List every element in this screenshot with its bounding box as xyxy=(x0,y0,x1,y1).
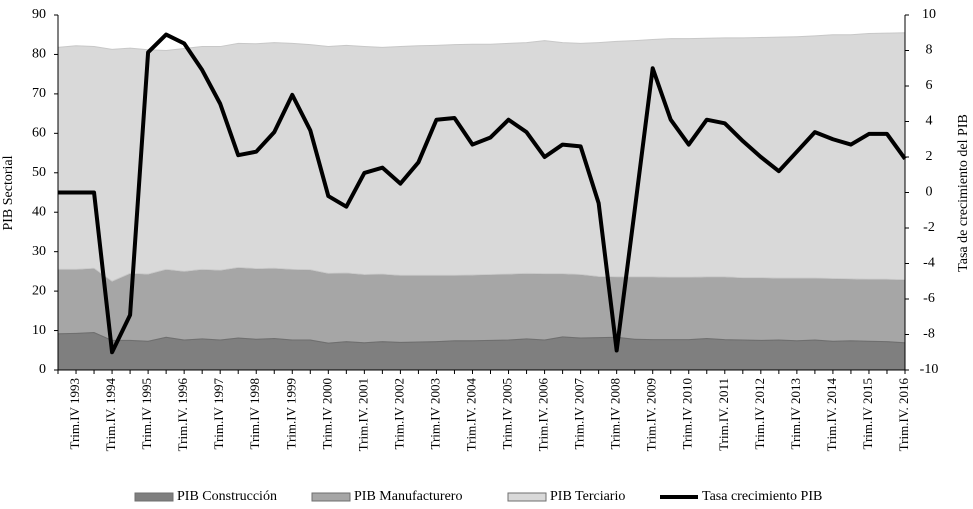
x-tick-label: Trim.IV 2008 xyxy=(608,378,623,450)
x-tick-label: Trim.IV 2015 xyxy=(860,378,875,450)
y2-tick-label: 0 xyxy=(926,185,933,200)
y-tick-label: 50 xyxy=(32,165,46,180)
x-tick-label: Trim.IV. 2009 xyxy=(644,378,659,451)
x-tick-label: Trim.IV 1998 xyxy=(247,378,262,450)
y2-axis-label: Tasa de crecimiento del PIB xyxy=(956,114,971,272)
x-tick-label: Trim.IV 2013 xyxy=(788,378,803,450)
x-tick-label: Trim.IV. 2014 xyxy=(824,378,839,452)
legend-swatch xyxy=(311,492,351,502)
y2-tick-label: 10 xyxy=(922,7,936,22)
x-tick-label: Trim.IV. 2011 xyxy=(716,378,731,451)
legend-label: PIB Construcción xyxy=(177,489,277,504)
x-tick-label: Trim.IV 2007 xyxy=(572,378,587,450)
x-tick-label: Trim.IV 2005 xyxy=(500,378,515,450)
area xyxy=(57,266,906,344)
y2-tick-label: -4 xyxy=(923,256,935,271)
y-tick-label: 90 xyxy=(32,7,46,22)
y2-tick-label: -6 xyxy=(923,291,935,306)
y2-tick-label: -8 xyxy=(923,327,935,342)
x-tick-label: Trim.IV 1995 xyxy=(139,378,154,450)
x-tick-label: Trim.IV 1997 xyxy=(211,378,226,450)
x-tick-label: Trim.IV. 2001 xyxy=(355,378,370,451)
y-tick-label: 40 xyxy=(32,204,46,219)
legend-swatch xyxy=(134,492,174,502)
y-tick-label: 60 xyxy=(32,126,46,141)
y2-tick-label: -2 xyxy=(923,220,935,235)
y2-tick-label: -10 xyxy=(920,362,939,377)
x-tick-label: Trim.IV. 2006 xyxy=(536,378,551,452)
y2-tick-label: 8 xyxy=(926,43,933,58)
y2-tick-label: 2 xyxy=(926,149,933,164)
y-tick-label: 30 xyxy=(32,244,46,259)
x-tick-label: Trim.IV 2002 xyxy=(391,378,406,450)
area xyxy=(57,32,906,282)
y-tick-label: 10 xyxy=(32,323,46,338)
legend-label: PIB Manufacturero xyxy=(354,489,462,504)
x-tick-label: Trim.IV 2012 xyxy=(752,378,767,450)
y2-tick-label: 6 xyxy=(926,78,933,93)
x-tick-label: Trim.IV. 2016 xyxy=(896,378,911,452)
x-tick-label: Trim.IV 2010 xyxy=(680,378,695,450)
x-tick-label: Trim.IV. 1994 xyxy=(103,378,118,452)
x-tick-label: Trim.IV 1993 xyxy=(67,378,82,450)
x-tick-label: Trim.IV 1999 xyxy=(283,378,298,450)
legend-label: Tasa crecimiento PIB xyxy=(702,489,822,504)
x-tick-label: Trim.IV 2003 xyxy=(427,378,442,450)
line xyxy=(58,32,907,355)
legend-label: PIB Terciario xyxy=(550,489,625,504)
y-axis-label: PIB Sectorial xyxy=(1,155,16,230)
y-tick-label: 20 xyxy=(32,283,46,298)
y2-tick-label: 4 xyxy=(926,114,933,129)
legend-swatch xyxy=(507,492,547,502)
x-tick-label: Trim.IV. 1996 xyxy=(175,378,190,452)
y-tick-label: 0 xyxy=(39,362,46,377)
y-tick-label: 80 xyxy=(32,47,46,62)
x-tick-label: Trim.IV 2000 xyxy=(319,378,334,450)
x-tick-label: Trim.IV. 2004 xyxy=(463,378,478,452)
y-tick-label: 70 xyxy=(32,86,46,101)
